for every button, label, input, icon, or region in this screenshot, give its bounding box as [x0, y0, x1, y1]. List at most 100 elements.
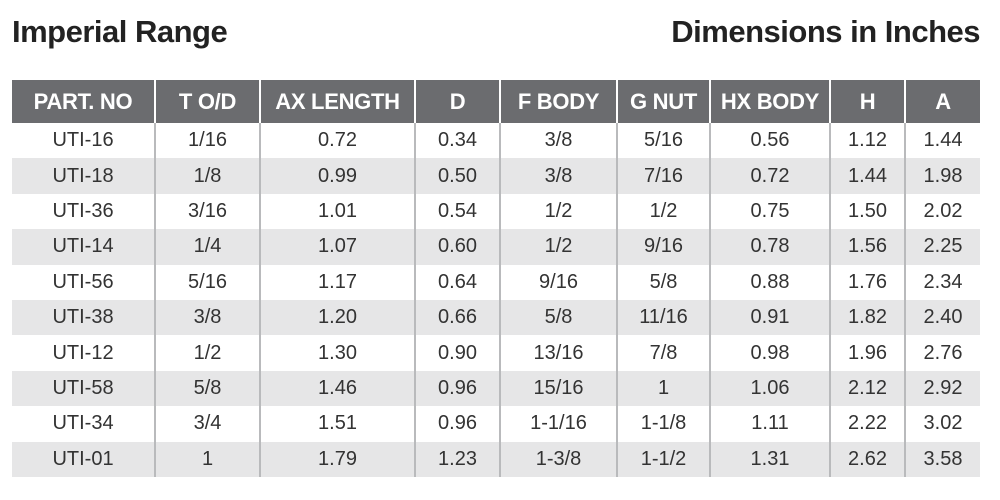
table-cell: 3/4: [154, 406, 260, 442]
table-cell: 2.34: [904, 264, 980, 300]
table-cell: 1.96: [829, 335, 905, 371]
table-cell: 0.60: [414, 229, 500, 265]
table-cell: 2.62: [829, 441, 905, 477]
table-cell: 1/2: [616, 193, 710, 230]
table-cell: 1.46: [259, 370, 415, 407]
table-cell: 0.64: [414, 264, 500, 300]
table-row: UTI-18 1/8 0.99 0.50 3/8 7/16 0.72 1.44 1.98: [12, 158, 980, 194]
table-row: UTI-56 5/16 1.17 0.64 9/16 5/8 0.88 1.76 2.34: [12, 264, 980, 300]
column-header: D: [414, 80, 500, 123]
table-cell: 1: [154, 441, 260, 477]
table-cell: 1.82: [829, 299, 905, 336]
table-cell: 0.98: [709, 335, 830, 371]
table-cell: 3.02: [904, 406, 980, 442]
table-cell: 9/16: [499, 264, 617, 300]
table-cell: UTI-14: [12, 229, 155, 265]
table-cell: 1.07: [259, 229, 415, 265]
table-cell: 1/4: [154, 229, 260, 265]
table-cell: 0.99: [259, 158, 415, 194]
table-cell: 1.98: [904, 158, 980, 194]
table-cell: 0.88: [709, 264, 830, 300]
table-cell: 1-1/2: [616, 441, 710, 477]
table-cell: 0.72: [259, 123, 415, 159]
table-cell: 1.17: [259, 264, 415, 300]
table-cell: 7/8: [616, 335, 710, 371]
subtitle: Dimensions in Inches: [671, 14, 980, 49]
table-cell: 5/16: [616, 123, 710, 159]
table-cell: UTI-36: [52, 199, 114, 222]
table-cell: 1-3/8: [499, 441, 617, 477]
table-cell: 1.79: [259, 441, 415, 477]
column-header: F BODY: [499, 80, 617, 123]
table-cell: 5/8: [154, 370, 260, 407]
table-row: UTI-16 1/16 0.72 0.34 3/8 5/16 0.56 1.12 1.44: [12, 123, 980, 159]
column-header: HX BODY: [709, 80, 830, 123]
table-cell: 2.92: [904, 370, 980, 407]
column-header: G NUT: [616, 80, 710, 123]
table-cell: UTI-16: [52, 129, 114, 152]
table-cell: 0.54: [414, 193, 500, 230]
table-row: UTI-12 1/2 1.30 0.90 13/16 7/8 0.98 1.96 2.76: [12, 335, 980, 371]
table-row: UTI-34 3/4 1.51 0.96 1-1/16 1-1/8 1.11 2.22 3.02: [12, 406, 980, 442]
table-cell: 1.76: [829, 264, 905, 300]
table-cell: 3/8: [499, 158, 617, 194]
table-cell: 2.12: [829, 370, 905, 407]
table-cell: 5/8: [499, 299, 617, 336]
table-cell: 1: [616, 370, 710, 407]
table-cell: 11/16: [616, 299, 710, 336]
table-cell: 0.78: [709, 229, 830, 265]
table-cell: 1.12: [829, 123, 905, 159]
table-cell: UTI-58: [12, 370, 155, 407]
table-cell: 2.02: [904, 193, 980, 230]
table-cell: 0.75: [709, 193, 830, 230]
table-cell: 2.25: [904, 229, 980, 265]
column-header: A: [904, 80, 980, 123]
table-cell: 0.96: [414, 406, 500, 442]
table-cell: UTI-38: [12, 299, 155, 336]
table-cell: 1.11: [709, 406, 830, 442]
table-cell: 1/8: [154, 158, 260, 194]
table-row: UTI-38 3/8 1.20 0.66 5/8 11/16 0.91 1.82 2.40: [12, 299, 980, 336]
table-cell: UTI-34: [52, 412, 114, 435]
table-cell: 2.22: [829, 406, 905, 442]
table-cell: 1.01: [259, 193, 415, 230]
table-cell: 3/16: [154, 193, 260, 230]
table-cell: 2.40: [904, 299, 980, 336]
table-cell: 1.44: [904, 123, 980, 159]
table-cell: 1/16: [154, 123, 260, 159]
table-cell: 1/2: [499, 193, 617, 230]
table-cell: 1.50: [829, 193, 905, 230]
table-cell: 3/8: [499, 123, 617, 159]
table-cell: 1.31: [709, 441, 830, 477]
column-header: T O/D: [154, 80, 260, 123]
dimension-table: PART. NO T O/D AX LENGTH D F BODY G NUT HX BOD…: [12, 80, 980, 477]
table-cell: UTI-01: [12, 441, 155, 477]
column-header: PART. NO: [12, 80, 155, 123]
table-cell: 1/2: [154, 335, 260, 371]
header-row: PART. NO T O/D AX LENGTH D F BODY G NUT HX BOD…: [12, 80, 980, 123]
table-cell: 5/16: [154, 264, 260, 300]
table-cell: 1.23: [414, 441, 500, 477]
table-cell: 0.90: [414, 335, 500, 371]
table-cell: 1.20: [259, 299, 415, 336]
table-cell: 1.51: [259, 406, 415, 442]
table-body: UTI-16 1/16 0.72 0.34 3/8 5/16 0.56 1.12 1.44 UTI…: [12, 123, 980, 477]
table-cell: 1.06: [709, 370, 830, 407]
table-cell: 0.96: [414, 370, 500, 407]
table-cell: 0.91: [709, 299, 830, 336]
table-row: UTI-14 1/4 1.07 0.60 1/2 9/16 0.78 1.56 2.25: [12, 229, 980, 265]
table-cell: UTI-18: [12, 158, 155, 194]
title: Imperial Range: [12, 14, 228, 49]
table-cell: 9/16: [616, 229, 710, 265]
table-cell: 0.66: [414, 299, 500, 336]
table-row: UTI-58 5/8 1.46 0.96 15/16 1 1.06 2.12 2.92: [12, 370, 980, 407]
table-cell: 1-1/16: [499, 406, 617, 442]
table-cell: 3/8: [154, 299, 260, 336]
table-cell: 5/8: [616, 264, 710, 300]
table-cell: 2.76: [904, 335, 980, 371]
table-cell: 7/16: [616, 158, 710, 194]
table-row: UTI-01 1 1.79 1.23 1-3/8 1-1/2 1.31 2.62 3.58: [12, 441, 980, 477]
table-cell: 1.44: [829, 158, 905, 194]
table-cell: 0.56: [709, 123, 830, 159]
